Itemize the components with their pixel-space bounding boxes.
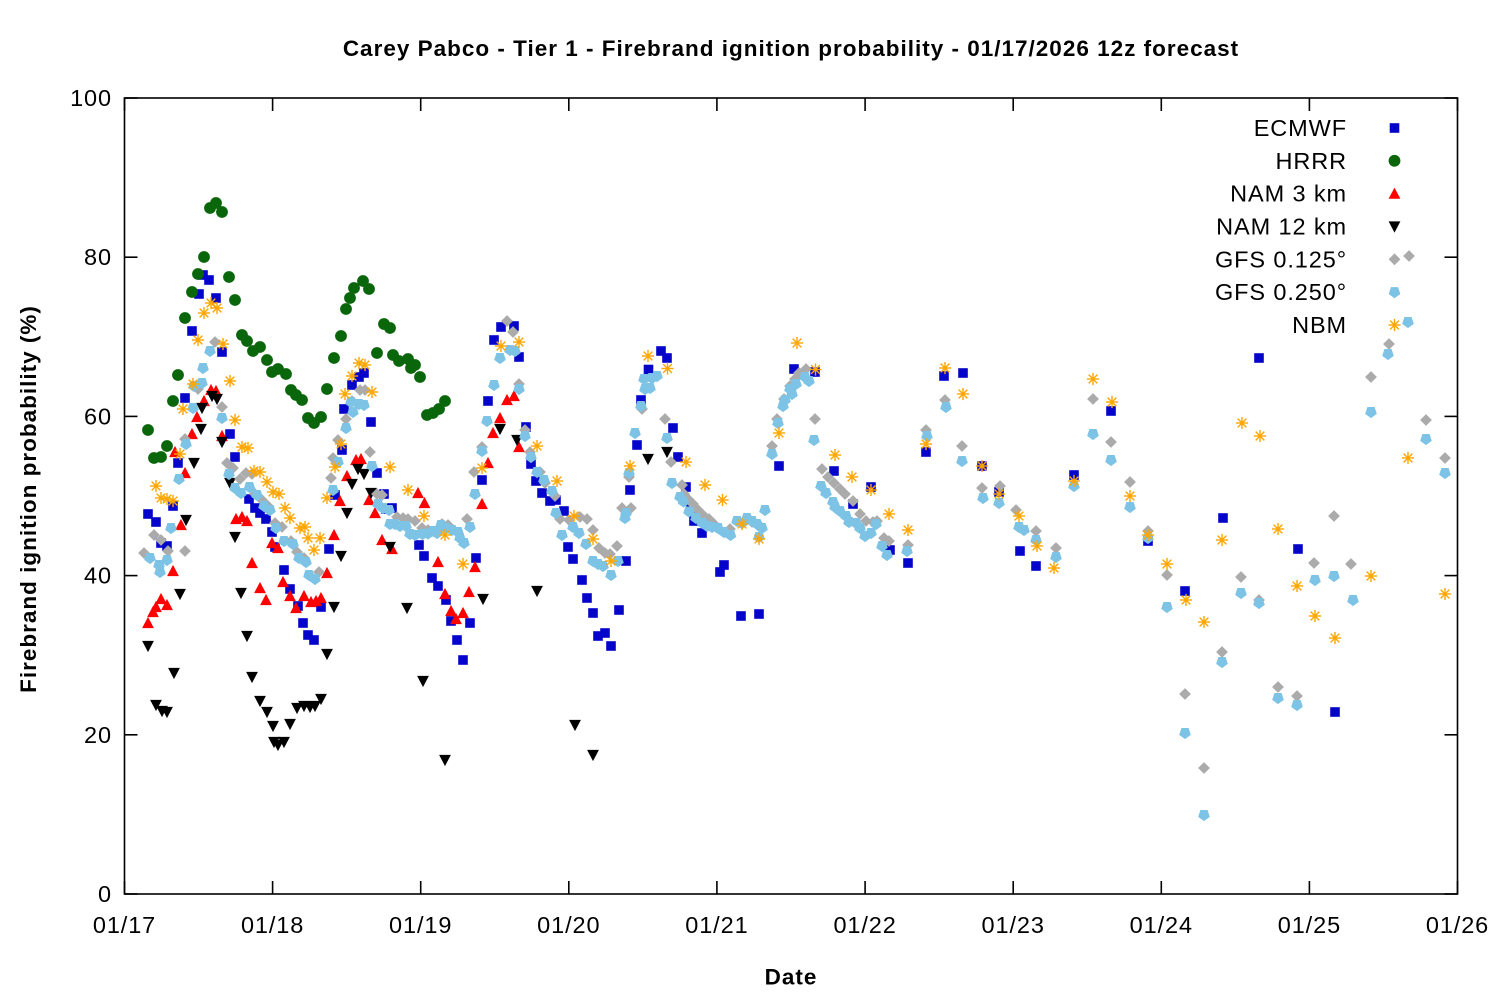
svg-text:01/17: 01/17 xyxy=(93,912,156,938)
svg-text:01/24: 01/24 xyxy=(1130,912,1193,938)
svg-text:20: 20 xyxy=(84,722,112,748)
svg-text:GFS 0.125°: GFS 0.125° xyxy=(1215,246,1347,272)
svg-text:HRRR: HRRR xyxy=(1276,148,1347,174)
svg-text:NAM 12 km: NAM 12 km xyxy=(1216,214,1347,240)
svg-text:Date: Date xyxy=(765,965,818,990)
svg-text:01/23: 01/23 xyxy=(982,912,1045,938)
svg-text:01/20: 01/20 xyxy=(537,912,600,938)
svg-text:40: 40 xyxy=(84,563,112,589)
svg-text:ECMWF: ECMWF xyxy=(1254,115,1347,141)
svg-text:100: 100 xyxy=(70,85,112,111)
svg-text:80: 80 xyxy=(84,244,112,270)
svg-text:Firebrand ignition probability: Firebrand ignition probability (%) xyxy=(16,305,41,693)
svg-text:NBM: NBM xyxy=(1292,312,1347,338)
svg-text:GFS 0.250°: GFS 0.250° xyxy=(1215,279,1347,305)
svg-text:01/21: 01/21 xyxy=(685,912,748,938)
svg-text:01/22: 01/22 xyxy=(833,912,896,938)
svg-text:01/25: 01/25 xyxy=(1278,912,1341,938)
svg-text:0: 0 xyxy=(98,881,112,907)
svg-text:01/19: 01/19 xyxy=(389,912,452,938)
svg-text:NAM 3 km: NAM 3 km xyxy=(1230,181,1347,207)
svg-text:Carey Pabco - Tier 1 - Firebra: Carey Pabco - Tier 1 - Firebrand ignitio… xyxy=(343,36,1239,61)
svg-text:01/26: 01/26 xyxy=(1426,912,1489,938)
svg-text:01/18: 01/18 xyxy=(241,912,304,938)
svg-text:60: 60 xyxy=(84,403,112,429)
